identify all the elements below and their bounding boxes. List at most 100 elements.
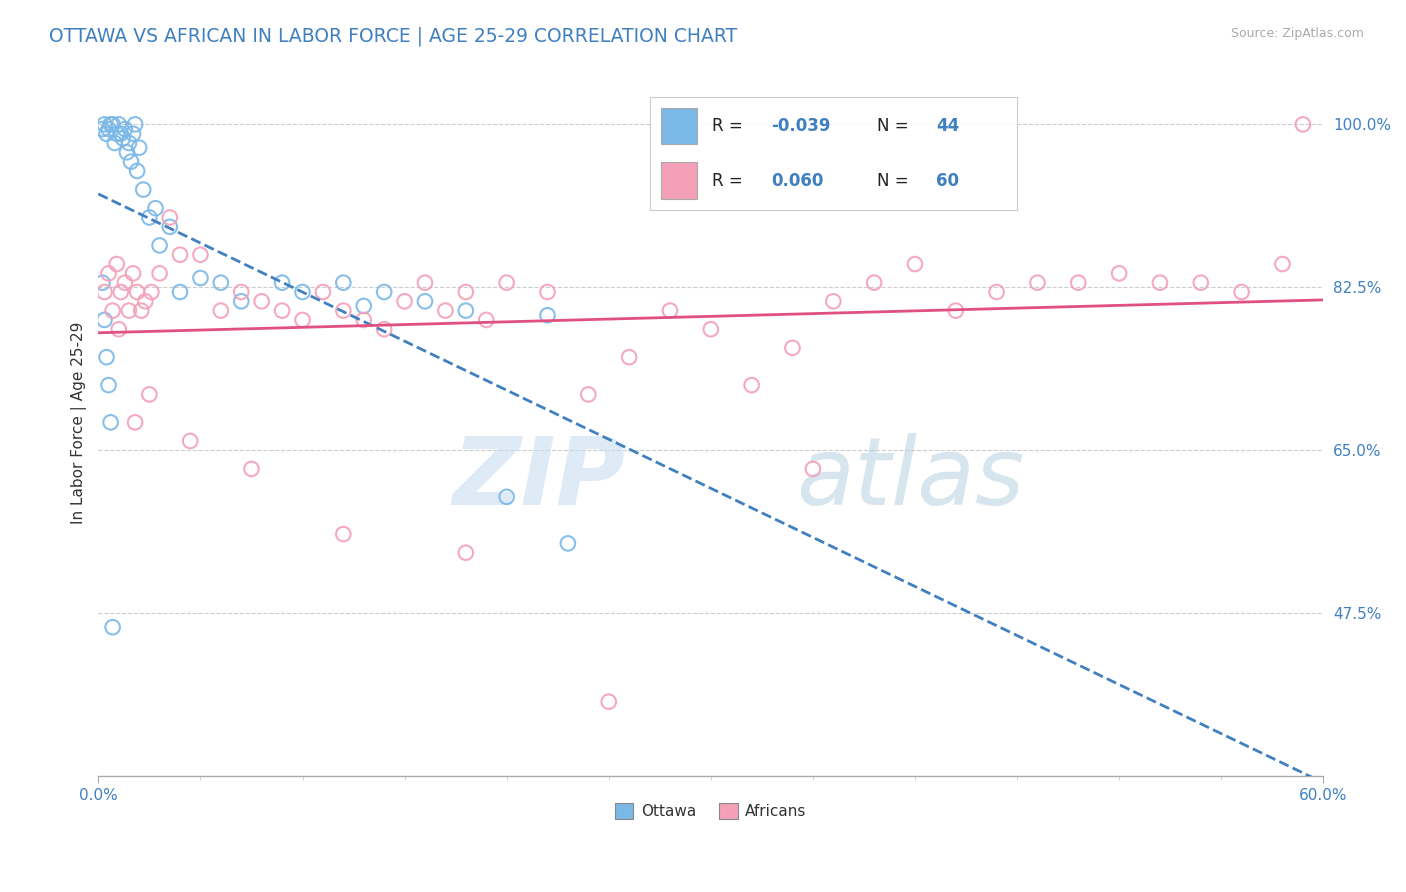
Point	[100, 415, 122, 429]
Point	[97, 378, 120, 392]
Point	[149, 266, 172, 280]
Point	[96, 350, 118, 364]
Point	[100, 117, 122, 131]
Point	[134, 294, 156, 309]
Point	[97, 122, 120, 136]
Point	[179, 434, 201, 448]
Point	[107, 322, 129, 336]
Point	[454, 285, 477, 299]
Point	[231, 294, 253, 309]
Point	[127, 164, 149, 178]
Point	[190, 271, 212, 285]
Point	[373, 285, 395, 299]
Point	[271, 276, 294, 290]
Point	[454, 546, 477, 560]
Point	[93, 313, 115, 327]
Point	[159, 219, 181, 234]
Point	[115, 145, 138, 160]
Point	[945, 303, 967, 318]
Point	[122, 266, 145, 280]
Point	[495, 490, 517, 504]
Point	[118, 303, 141, 318]
Point	[434, 303, 457, 318]
Point	[107, 117, 129, 131]
Point	[145, 201, 167, 215]
Point	[124, 117, 146, 131]
Point	[353, 313, 375, 327]
Point	[138, 387, 160, 401]
Point	[96, 127, 118, 141]
Point	[97, 266, 120, 280]
Point	[231, 285, 253, 299]
Point	[104, 136, 127, 150]
Point	[127, 285, 149, 299]
Point	[271, 303, 294, 318]
Point	[101, 620, 124, 634]
Point	[1230, 285, 1253, 299]
Point	[209, 303, 232, 318]
Point	[209, 276, 232, 290]
Point	[124, 415, 146, 429]
Point	[114, 122, 136, 136]
Point	[741, 378, 763, 392]
Point	[536, 285, 558, 299]
Point	[312, 285, 335, 299]
Point	[332, 303, 354, 318]
Point	[169, 248, 191, 262]
Point	[394, 294, 416, 309]
Point	[149, 238, 172, 252]
Point	[240, 462, 263, 476]
Text: ZIP: ZIP	[453, 433, 626, 525]
Text: OTTAWA VS AFRICAN IN LABOR FORCE | AGE 25-29 CORRELATION CHART: OTTAWA VS AFRICAN IN LABOR FORCE | AGE 2…	[49, 27, 738, 46]
Point	[413, 276, 436, 290]
Point	[111, 131, 134, 145]
Point	[291, 285, 314, 299]
Point	[863, 276, 886, 290]
Point	[122, 127, 145, 141]
Point	[1189, 276, 1212, 290]
Legend: Ottawa, Africans: Ottawa, Africans	[609, 797, 813, 825]
Point	[169, 285, 191, 299]
Point	[91, 122, 114, 136]
Point	[138, 211, 160, 225]
Point	[782, 341, 804, 355]
Text: atlas: atlas	[797, 434, 1025, 524]
Point	[291, 313, 314, 327]
Point	[373, 322, 395, 336]
Point	[105, 127, 128, 141]
Point	[536, 308, 558, 322]
Point	[413, 294, 436, 309]
Point	[617, 350, 640, 364]
Point	[1108, 266, 1130, 280]
Point	[659, 303, 682, 318]
Point	[250, 294, 273, 309]
Point	[120, 154, 142, 169]
Point	[114, 276, 136, 290]
Point	[332, 276, 354, 290]
Point	[93, 285, 115, 299]
Point	[1026, 276, 1049, 290]
Point	[986, 285, 1008, 299]
Point	[454, 303, 477, 318]
Point	[1149, 276, 1171, 290]
Y-axis label: In Labor Force | Age 25-29: In Labor Force | Age 25-29	[72, 321, 87, 524]
Text: Source: ZipAtlas.com: Source: ZipAtlas.com	[1230, 27, 1364, 40]
Point	[823, 294, 845, 309]
Point	[110, 285, 132, 299]
Point	[91, 276, 114, 290]
Point	[700, 322, 723, 336]
Point	[576, 387, 599, 401]
Point	[110, 127, 132, 141]
Point	[904, 257, 927, 271]
Point	[101, 117, 124, 131]
Point	[128, 141, 150, 155]
Point	[598, 695, 620, 709]
Point	[132, 183, 155, 197]
Point	[1067, 276, 1090, 290]
Point	[332, 527, 354, 541]
Point	[93, 117, 115, 131]
Point	[141, 285, 163, 299]
Point	[118, 136, 141, 150]
Point	[801, 462, 824, 476]
Point	[353, 299, 375, 313]
